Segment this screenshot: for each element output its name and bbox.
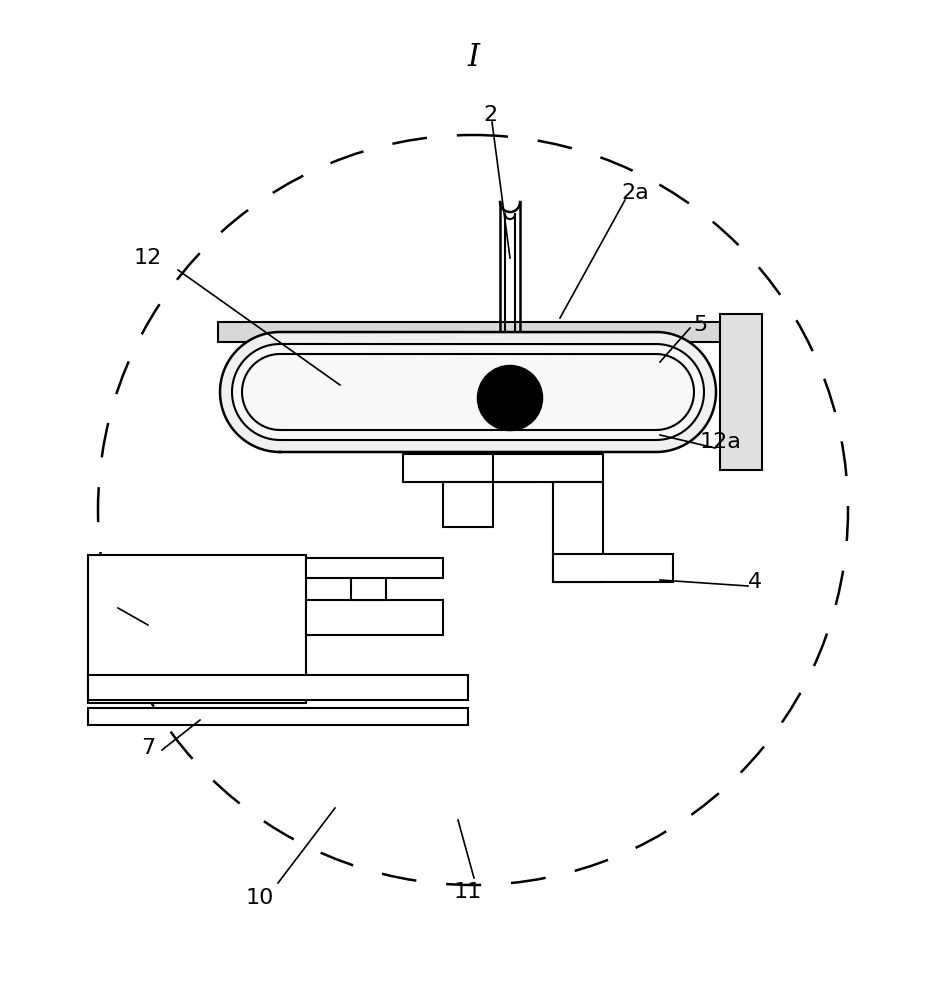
Bar [720, 314, 762, 470]
Bar [88, 708, 468, 725]
Text: 2: 2 [483, 105, 497, 125]
Polygon shape [202, 314, 734, 470]
Bar [351, 575, 386, 600]
Bar [218, 322, 720, 342]
Text: 2a: 2a [621, 183, 649, 203]
Text: 12a: 12a [699, 432, 741, 452]
Text: I: I [467, 42, 479, 73]
Bar [493, 454, 603, 482]
Bar [553, 482, 603, 582]
Bar [88, 675, 468, 700]
Text: 11: 11 [454, 882, 482, 902]
Bar [306, 558, 443, 578]
Text: 4: 4 [748, 572, 762, 592]
Bar [403, 454, 533, 482]
Bar [88, 555, 306, 703]
Text: 5: 5 [693, 315, 707, 335]
Text: 12: 12 [134, 248, 162, 268]
Text: 10: 10 [246, 888, 275, 908]
Bar [306, 600, 443, 635]
Polygon shape [232, 344, 704, 440]
Polygon shape [220, 332, 716, 452]
Circle shape [478, 366, 542, 430]
Text: 9: 9 [95, 595, 109, 615]
Text: 7: 7 [141, 738, 155, 758]
Bar [443, 482, 493, 527]
Bar [553, 554, 673, 582]
